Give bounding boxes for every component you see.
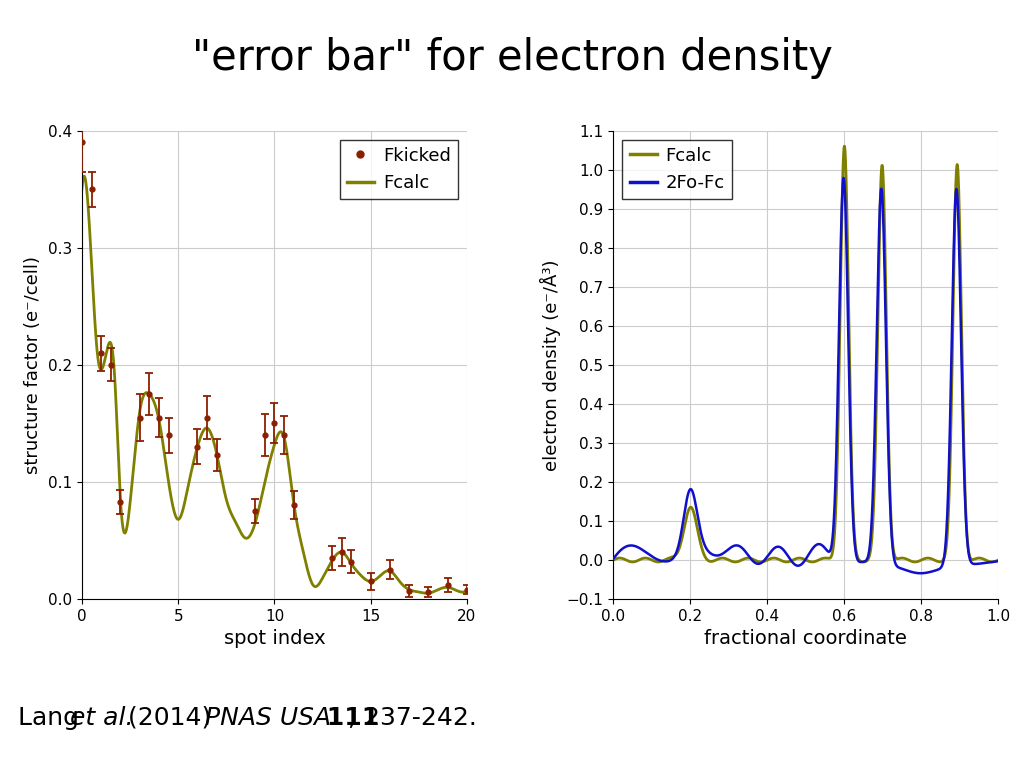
Legend: Fkicked, Fcalc: Fkicked, Fcalc: [340, 140, 458, 199]
2Fo-Fc: [755, 559, 767, 568]
2Fo-Fc: [838, 174, 850, 183]
Line: 2Fo-Fc: 2Fo-Fc: [613, 178, 998, 573]
Fcalc: [924, 554, 936, 563]
2Fo-Fc: [914, 568, 927, 578]
Text: et al.: et al.: [70, 706, 133, 730]
2Fo-Fc: [677, 516, 689, 525]
2Fo-Fc: [607, 554, 620, 564]
2Fo-Fc: [858, 557, 870, 566]
Fcalc: [895, 554, 907, 563]
Y-axis label: structure factor (e⁻/cell): structure factor (e⁻/cell): [25, 256, 42, 474]
Text: Lang: Lang: [18, 706, 87, 730]
2Fo-Fc: [992, 557, 1005, 566]
Fcalc: [607, 555, 620, 564]
Fcalc: [858, 558, 870, 567]
Text: "error bar" for electron density: "error bar" for electron density: [191, 37, 833, 78]
2Fo-Fc: [839, 178, 851, 187]
Fcalc: [677, 528, 689, 537]
Line: Fcalc: Fcalc: [613, 146, 998, 562]
Fcalc: [755, 558, 767, 567]
Fcalc: [729, 558, 741, 567]
Fcalc: [839, 141, 851, 151]
Fcalc: [992, 555, 1005, 564]
Text: 111: 111: [318, 706, 379, 730]
X-axis label: spot index: spot index: [223, 629, 326, 648]
Legend: Fcalc, 2Fo-Fc: Fcalc, 2Fo-Fc: [623, 140, 732, 199]
2Fo-Fc: [924, 568, 936, 577]
Y-axis label: electron density (e⁻/Å³): electron density (e⁻/Å³): [540, 259, 561, 471]
2Fo-Fc: [895, 564, 907, 573]
X-axis label: fractional coordinate: fractional coordinate: [705, 629, 907, 648]
Text: PNAS USA: PNAS USA: [205, 706, 331, 730]
Text: , 237-242.: , 237-242.: [348, 706, 477, 730]
Text: (2014): (2014): [120, 706, 219, 730]
Fcalc: [839, 141, 851, 151]
